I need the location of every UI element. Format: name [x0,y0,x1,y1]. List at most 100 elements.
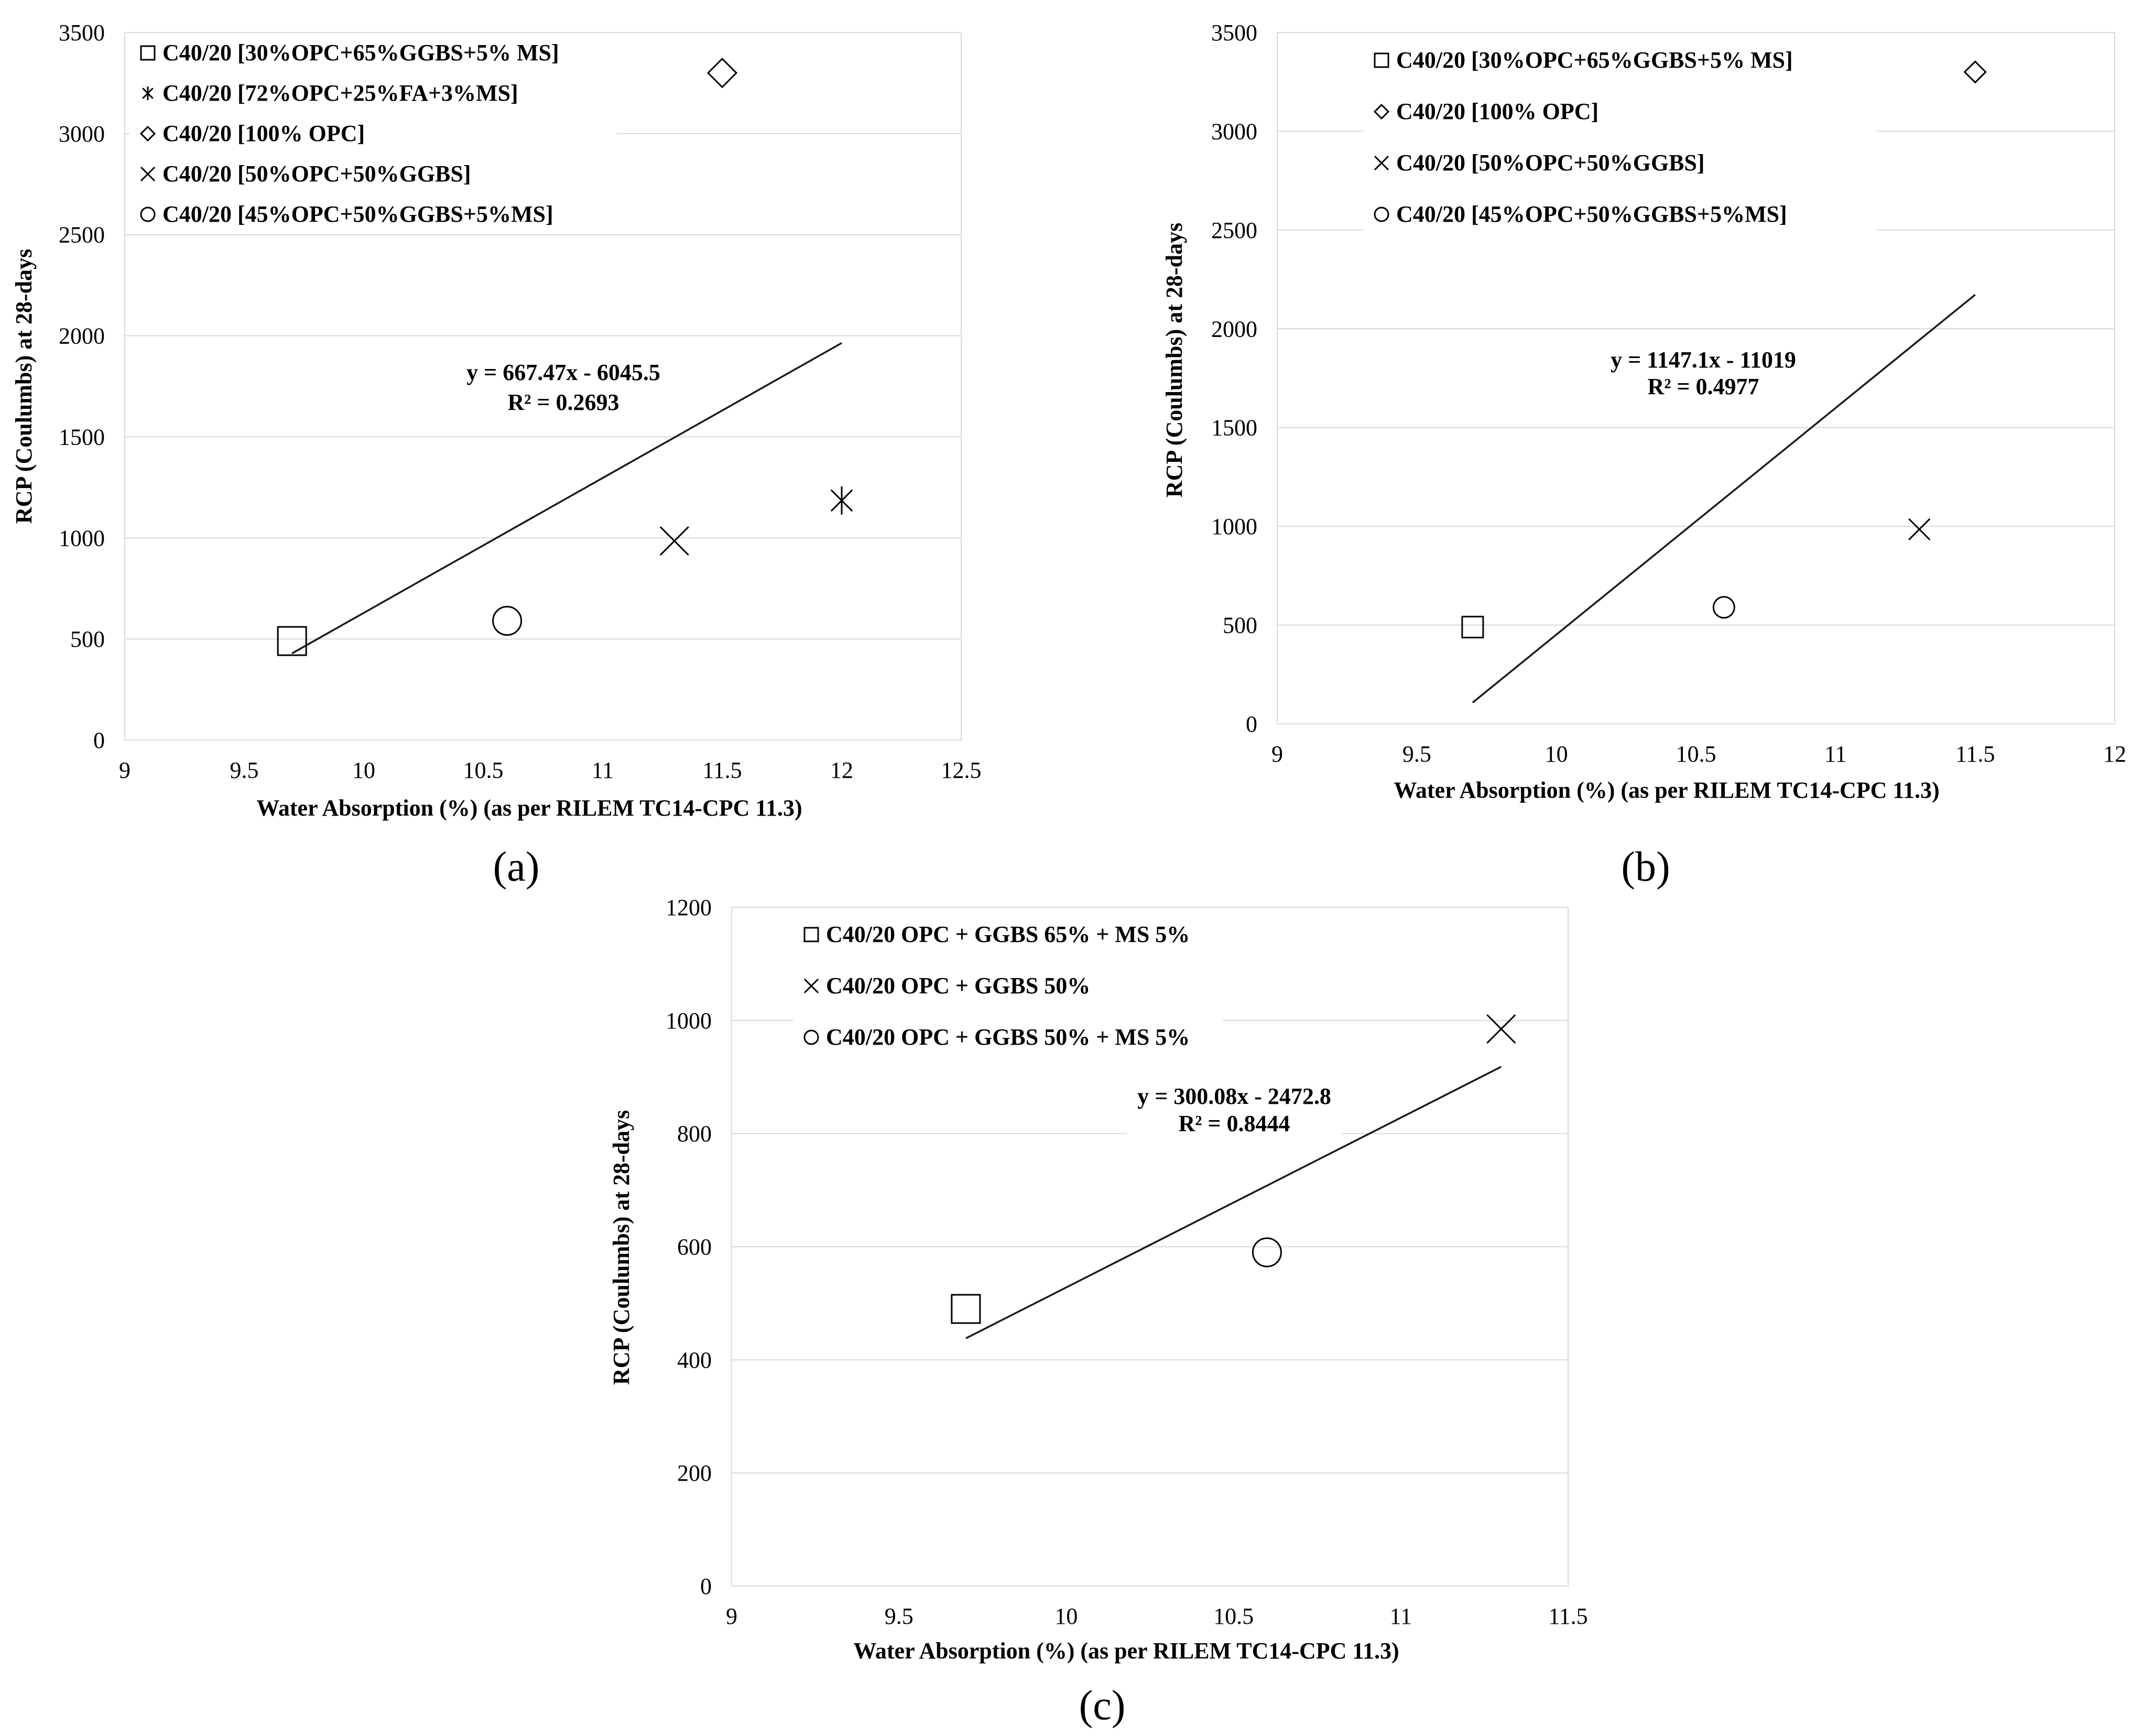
trendline-equation: y = 300.08x - 2472.8 [1137,1083,1331,1109]
data-point-circle [492,605,523,636]
y-tick-label: 600 [677,1234,712,1260]
y-tick-label: 200 [677,1460,712,1486]
y-tick-label: 0 [93,728,105,753]
y-tick-label: 2500 [1211,218,1257,243]
panel-label: (a) [493,844,540,890]
r-squared: R² = 0.2693 [507,389,619,415]
x-tick-label: 11.5 [1955,741,1995,767]
legend-entry: C40/20 [30%OPC+65%GGBS+5% MS] [1396,47,1793,73]
x-tick-label: 9 [119,757,131,783]
legend-entry: C40/20 OPC + GGBS 65% + MS 5% [826,921,1190,947]
x-tick-label: 10.5 [1676,741,1716,767]
x-axis-title: Water Absorption (%) (as per RILEM TC14-… [1394,777,1939,803]
x-tick-label: 10.5 [463,757,504,783]
x-tick-label: 12 [830,757,853,783]
y-tick-label: 800 [677,1121,712,1147]
data-point-square [951,1294,981,1324]
y-tick-label: 1000 [1211,514,1257,539]
trendline [291,342,842,655]
y-tick-label: 400 [677,1347,712,1373]
x-tick-label: 10 [1054,1603,1078,1629]
y-tick-label: 2000 [59,323,105,349]
legend-marker-square [140,45,156,61]
r-squared: R² = 0.8444 [1178,1111,1290,1136]
x-tick-label: 10 [1545,741,1568,767]
x-tick-label: 9.5 [230,757,259,783]
legend-marker-circle [140,207,156,222]
legend-entry: C40/20 [100% OPC] [162,121,365,146]
legend-background [793,916,1223,1073]
legend-entry: C40/20 OPC + GGBS 50% [826,973,1090,999]
legend-marker-asterisk [142,86,154,100]
data-point-diamond [706,58,738,89]
x-tick-label: 12.5 [941,757,982,783]
x-tick-label: 11.5 [1548,1603,1588,1629]
r-squared: R² = 0.4977 [1647,374,1759,399]
legend-marker-circle [803,1029,819,1045]
data-point-square [1461,615,1484,638]
x-axis-title: Water Absorption (%) (as per RILEM TC14-… [853,1638,1399,1664]
trendline [965,1066,1502,1339]
y-axis-title: RCP (Coulumbs) at 28-days [11,249,37,524]
legend-marker-square [1374,52,1389,68]
y-tick-label: 2000 [1211,316,1257,342]
x-tick-label: 11 [1824,741,1846,767]
x-tick-label: 11 [1390,1603,1412,1629]
y-tick-label: 1000 [666,1008,712,1034]
y-axis-title: RCP (Coulumbs) at 28-days [1161,223,1187,497]
x-tick-label: 9 [726,1603,737,1629]
chart-panel-c: 0 200 400 600 800 1000 1200 9 9.5 10 10.5 11 11.5 Wat… [608,895,1588,1729]
y-tick-label: 3500 [59,20,105,46]
equation-background [1127,1079,1342,1143]
y-tick-label: 2500 [59,222,105,248]
data-point-square [277,626,307,656]
equation-background [448,355,679,421]
legend-entry: C40/20 [50%OPC+50%GGBS] [1396,150,1705,176]
legend-entry: C40/20 [72%OPC+25%FA+3%MS] [162,80,518,106]
legend-marker-x [803,978,819,994]
y-tick-label: 3000 [59,121,105,147]
x-axis-title: Water Absorption (%) (as per RILEM TC14-… [256,795,802,821]
data-point-x [659,526,689,556]
y-tick-label: 1200 [666,895,712,920]
legend-entry: C40/20 [100% OPC] [1396,99,1599,124]
x-tick-label: 9 [1271,741,1283,767]
legend-entry: C40/20 [30%OPC+65%GGBS+5% MS] [162,40,559,66]
data-point-diamond [1963,60,1987,84]
y-tick-label: 3000 [1211,118,1257,144]
trendline [1472,294,1976,703]
x-tick-label: 9.5 [885,1603,914,1629]
chart-panel-a: 0 500 1000 1500 2000 2500 3000 3500 9 9.5 10 10.5 11… [11,20,982,890]
x-tick-label: 9.5 [1402,741,1431,767]
legend-background [129,34,617,223]
y-tick-label: 0 [700,1574,712,1599]
legend-marker-x [1374,155,1389,171]
legend-entry: C40/20 [45%OPC+50%GGBS+5%MS] [1396,201,1787,227]
y-tick-label: 3500 [1211,20,1257,46]
x-tick-label: 12 [2103,741,2126,767]
legend-background [1363,41,1877,246]
x-tick-label: 11 [592,757,614,783]
legend-marker-diamond [139,125,156,142]
y-tick-label: 1500 [1211,415,1257,441]
legend-entry: C40/20 [45%OPC+50%GGBS+5%MS] [162,201,553,227]
chart-panel-b: 0 500 1000 1500 2000 2500 3000 3500 9 9.5 10 10.5 11… [1161,20,2126,890]
equation-background [1596,342,1811,406]
y-tick-label: 1000 [59,525,105,551]
legend-marker-diamond [1373,103,1390,120]
panel-label: (b) [1621,844,1670,890]
y-tick-label: 500 [1223,613,1257,638]
x-tick-label: 10 [352,757,375,783]
y-tick-label: 1500 [59,424,105,450]
legend-marker-square [803,927,819,942]
legend-entry: C40/20 OPC + GGBS 50% + MS 5% [826,1024,1190,1050]
trendline-equation: y = 1147.1x - 11019 [1611,347,1796,373]
x-tick-label: 11.5 [702,757,742,783]
y-axis-title: RCP (Coulumbs) at 28-days [608,1110,634,1385]
legend-entry: C40/20 [50%OPC+50%GGBS] [162,161,471,187]
panel-label: (c) [1079,1683,1126,1729]
x-tick-label: 10.5 [1213,1603,1254,1629]
data-point-circle [1252,1237,1282,1267]
